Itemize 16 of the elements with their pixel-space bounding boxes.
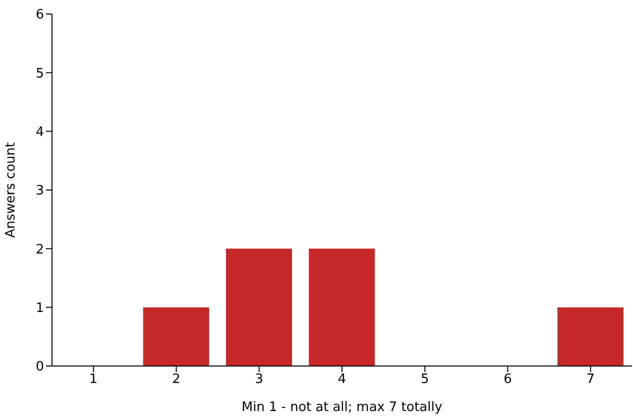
y-tick-label: 1 (36, 300, 44, 316)
x-axis-title: Min 1 - not at all; max 7 totally (242, 400, 443, 415)
y-tick-label: 5 (36, 66, 44, 82)
y-tick-label: 4 (36, 124, 44, 140)
x-tick-label: 1 (89, 372, 98, 388)
x-tick-label: 2 (172, 372, 180, 388)
x-tick-label: 6 (504, 372, 512, 388)
x-tick-label: 7 (586, 372, 595, 388)
y-tick-label: 2 (36, 242, 44, 258)
y-tick-label: 3 (36, 184, 44, 199)
y-tick-label: 6 (36, 8, 44, 23)
x-tick-label: 4 (338, 372, 346, 388)
y-tick-label: 0 (36, 360, 44, 375)
x-tick-label: 5 (420, 372, 429, 388)
y-axis-title: Answers count (4, 142, 19, 238)
x-tick-label: 3 (255, 372, 264, 388)
